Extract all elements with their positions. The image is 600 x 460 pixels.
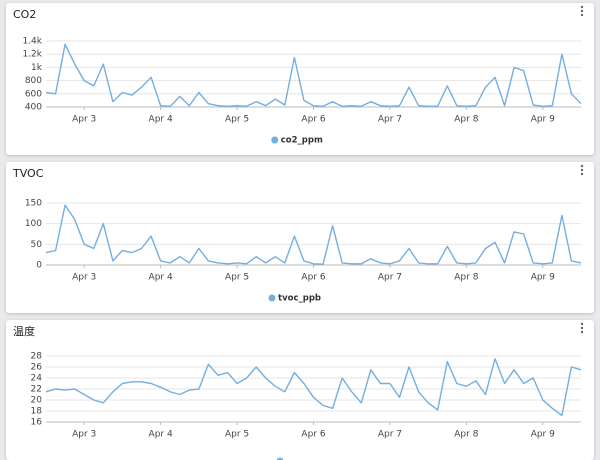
x-tick-label: Apr 8 bbox=[454, 430, 478, 440]
chart-card: TVOC 0 50 100 150 Apr 3 Apr 4 Apr 5 Apr 6 Apr 7 Ap… bbox=[6, 162, 594, 313]
y-tick-label: 150 bbox=[25, 199, 42, 209]
x-tick-label: Apr 6 bbox=[301, 273, 325, 283]
y-tick-label: 1.4k bbox=[22, 37, 42, 47]
x-tick-label: Apr 7 bbox=[378, 115, 402, 125]
x-tick-label: Apr 6 bbox=[301, 430, 325, 440]
series-line bbox=[46, 205, 581, 264]
chart-card: CO2 400 600 800 1k 1.2k 1.4k Apr 3 Apr 4 Apr 5 Apr… bbox=[6, 3, 594, 155]
x-tick-label: Apr 4 bbox=[149, 115, 173, 125]
x-tick-label: Apr 8 bbox=[454, 273, 478, 283]
menu-dot[interactable] bbox=[581, 165, 583, 167]
menu-dot[interactable] bbox=[581, 327, 583, 329]
x-tick-label: Apr 9 bbox=[531, 115, 555, 125]
menu-dot[interactable] bbox=[581, 173, 583, 175]
chart-title: 温度 bbox=[13, 324, 35, 338]
menu-dot[interactable] bbox=[581, 6, 583, 8]
legend-label[interactable]: co2_ppm bbox=[281, 136, 323, 146]
x-tick-label: Apr 4 bbox=[149, 273, 173, 283]
x-tick-label: Apr 5 bbox=[225, 430, 249, 440]
y-tick-label: 100 bbox=[25, 219, 42, 229]
y-tick-label: 18 bbox=[31, 407, 43, 417]
y-tick-label: 50 bbox=[31, 240, 43, 250]
y-tick-label: 1k bbox=[31, 63, 43, 73]
x-tick-label: Apr 6 bbox=[301, 115, 325, 125]
x-tick-label: Apr 5 bbox=[225, 115, 249, 125]
legend-dot[interactable] bbox=[269, 295, 276, 302]
x-tick-label: Apr 9 bbox=[531, 430, 555, 440]
x-tick-label: Apr 7 bbox=[378, 273, 402, 283]
chart-title: TVOC bbox=[12, 167, 44, 180]
y-tick-label: 400 bbox=[25, 103, 42, 113]
legend-dot[interactable] bbox=[271, 137, 278, 144]
menu-dot[interactable] bbox=[581, 14, 583, 16]
menu-dot[interactable] bbox=[581, 323, 583, 325]
series-line bbox=[46, 44, 581, 106]
x-tick-label: Apr 8 bbox=[454, 115, 478, 125]
y-tick-label: 24 bbox=[31, 374, 43, 384]
y-tick-label: 0 bbox=[36, 261, 42, 271]
y-tick-label: 16 bbox=[31, 418, 43, 428]
y-tick-label: 1.2k bbox=[22, 50, 42, 60]
y-tick-label: 20 bbox=[31, 396, 43, 406]
y-tick-label: 600 bbox=[25, 89, 42, 99]
y-tick-label: 28 bbox=[31, 352, 43, 362]
x-tick-label: Apr 3 bbox=[72, 273, 96, 283]
x-tick-label: Apr 3 bbox=[72, 430, 96, 440]
menu-dot[interactable] bbox=[581, 10, 583, 12]
x-tick-label: Apr 5 bbox=[225, 273, 249, 283]
legend-label[interactable]: tvoc_ppb bbox=[278, 294, 321, 304]
chart: TVOC 0 50 100 150 Apr 3 Apr 4 Apr 5 Apr 6 Apr 7 Ap… bbox=[6, 162, 594, 313]
x-tick-label: Apr 9 bbox=[531, 273, 555, 283]
x-tick-label: Apr 7 bbox=[378, 430, 402, 440]
x-tick-label: Apr 4 bbox=[149, 430, 173, 440]
y-tick-label: 22 bbox=[31, 385, 42, 395]
x-tick-label: Apr 3 bbox=[72, 115, 96, 125]
y-tick-label: 800 bbox=[25, 76, 42, 86]
y-tick-label: 26 bbox=[31, 363, 43, 373]
menu-dot[interactable] bbox=[581, 331, 583, 333]
chart: CO2 400 600 800 1k 1.2k 1.4k Apr 3 Apr 4 Apr 5 Apr… bbox=[6, 3, 594, 155]
chart-title: CO2 bbox=[13, 8, 36, 21]
menu-dot[interactable] bbox=[581, 169, 583, 171]
